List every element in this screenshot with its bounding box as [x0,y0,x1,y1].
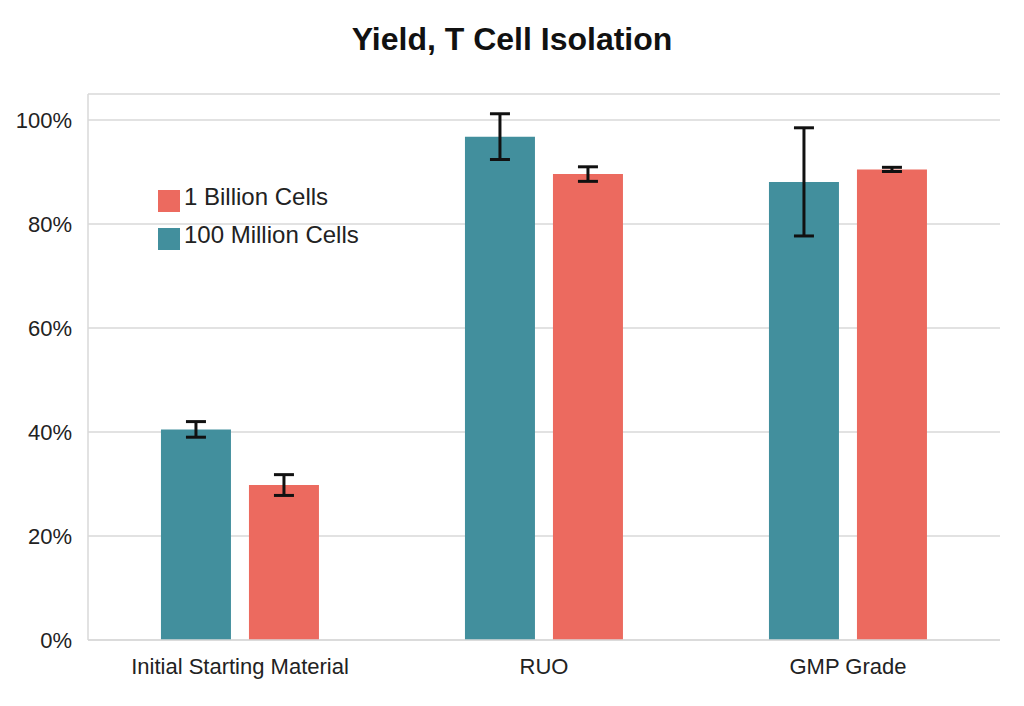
html-text:Yield, T Cell Isolation: Yield, T Cell Isolation [351,20,673,57]
svg-text:Initial Starting Material: Initial Starting Material [131,654,349,679]
svg-text:100%: 100% [16,108,72,133]
html-text:1 Billion Cells: 1 Billion Cells [184,183,329,210]
html-text:100 Million Cells: 100 Million Cells [184,221,359,248]
svg-text:40%: 40% [28,420,72,445]
svg-text:RUO: RUO [520,654,569,679]
svg-text:0%: 0% [40,628,72,653]
svg-text:20%: 20% [28,524,72,549]
svg-text:80%: 80% [28,212,72,237]
svg-text:GMP Grade: GMP Grade [790,654,907,679]
svg-text:60%: 60% [28,316,72,341]
